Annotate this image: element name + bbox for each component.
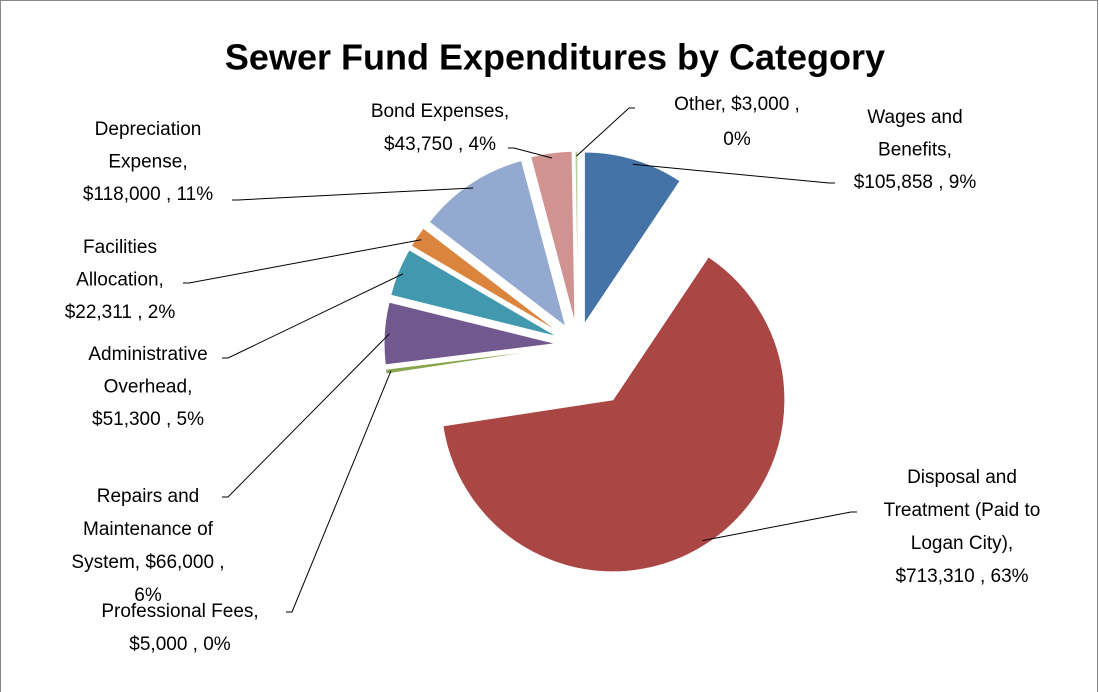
data-label: Facilities	[83, 237, 157, 258]
data-label: Professional Fees,	[101, 601, 258, 622]
leader-line	[232, 187, 474, 201]
pie-slice	[442, 256, 786, 573]
data-label: Expense,	[108, 152, 187, 173]
pie-slice	[410, 227, 561, 334]
data-label: $5,000 , 0%	[129, 634, 231, 655]
data-label: Depreciation	[95, 119, 202, 140]
leader-line	[576, 107, 635, 157]
leader-line	[286, 370, 392, 613]
data-label: $43,750 , 4%	[384, 134, 496, 155]
data-label: $105,858 , 9%	[854, 172, 977, 193]
pie-slice	[390, 249, 558, 338]
data-label: Other, $3,000 ,	[674, 94, 800, 115]
data-label: 0%	[723, 129, 751, 150]
data-label: $118,000 , 11%	[83, 184, 213, 205]
data-label: Treatment (Paid to	[884, 500, 1041, 521]
data-label: Logan City),	[911, 533, 1013, 554]
data-label: Administrative	[88, 344, 207, 365]
leader-line	[222, 273, 404, 359]
data-label: Bond Expenses,	[371, 101, 509, 122]
data-label: 6%	[134, 585, 162, 606]
leader-line	[632, 163, 835, 184]
pie-slice	[384, 347, 557, 375]
data-label: Allocation,	[76, 270, 164, 291]
pie-slice	[530, 150, 576, 324]
data-label: Repairs and	[97, 486, 199, 507]
data-label: Disposal and	[907, 467, 1017, 488]
data-label: Benefits,	[878, 140, 952, 161]
data-label: System, $66,000 ,	[71, 552, 224, 573]
data-label: Maintenance of	[83, 519, 214, 540]
chart-title: Sewer Fund Expenditures by Category	[225, 37, 885, 78]
data-label: $713,310 , 63%	[895, 566, 1028, 587]
leader-line	[222, 333, 390, 498]
pie-slice	[428, 159, 567, 328]
data-label: Wages and	[867, 107, 962, 128]
pie-slice	[583, 151, 681, 326]
data-label: Overhead,	[104, 377, 193, 398]
data-label: $51,300 , 5%	[92, 409, 204, 430]
leader-line	[702, 511, 857, 542]
pie-slice	[383, 301, 557, 366]
leader-line	[183, 239, 422, 284]
leader-line	[508, 147, 553, 159]
data-label: $22,311 , 2%	[65, 302, 176, 323]
pie-slice	[574, 150, 579, 324]
